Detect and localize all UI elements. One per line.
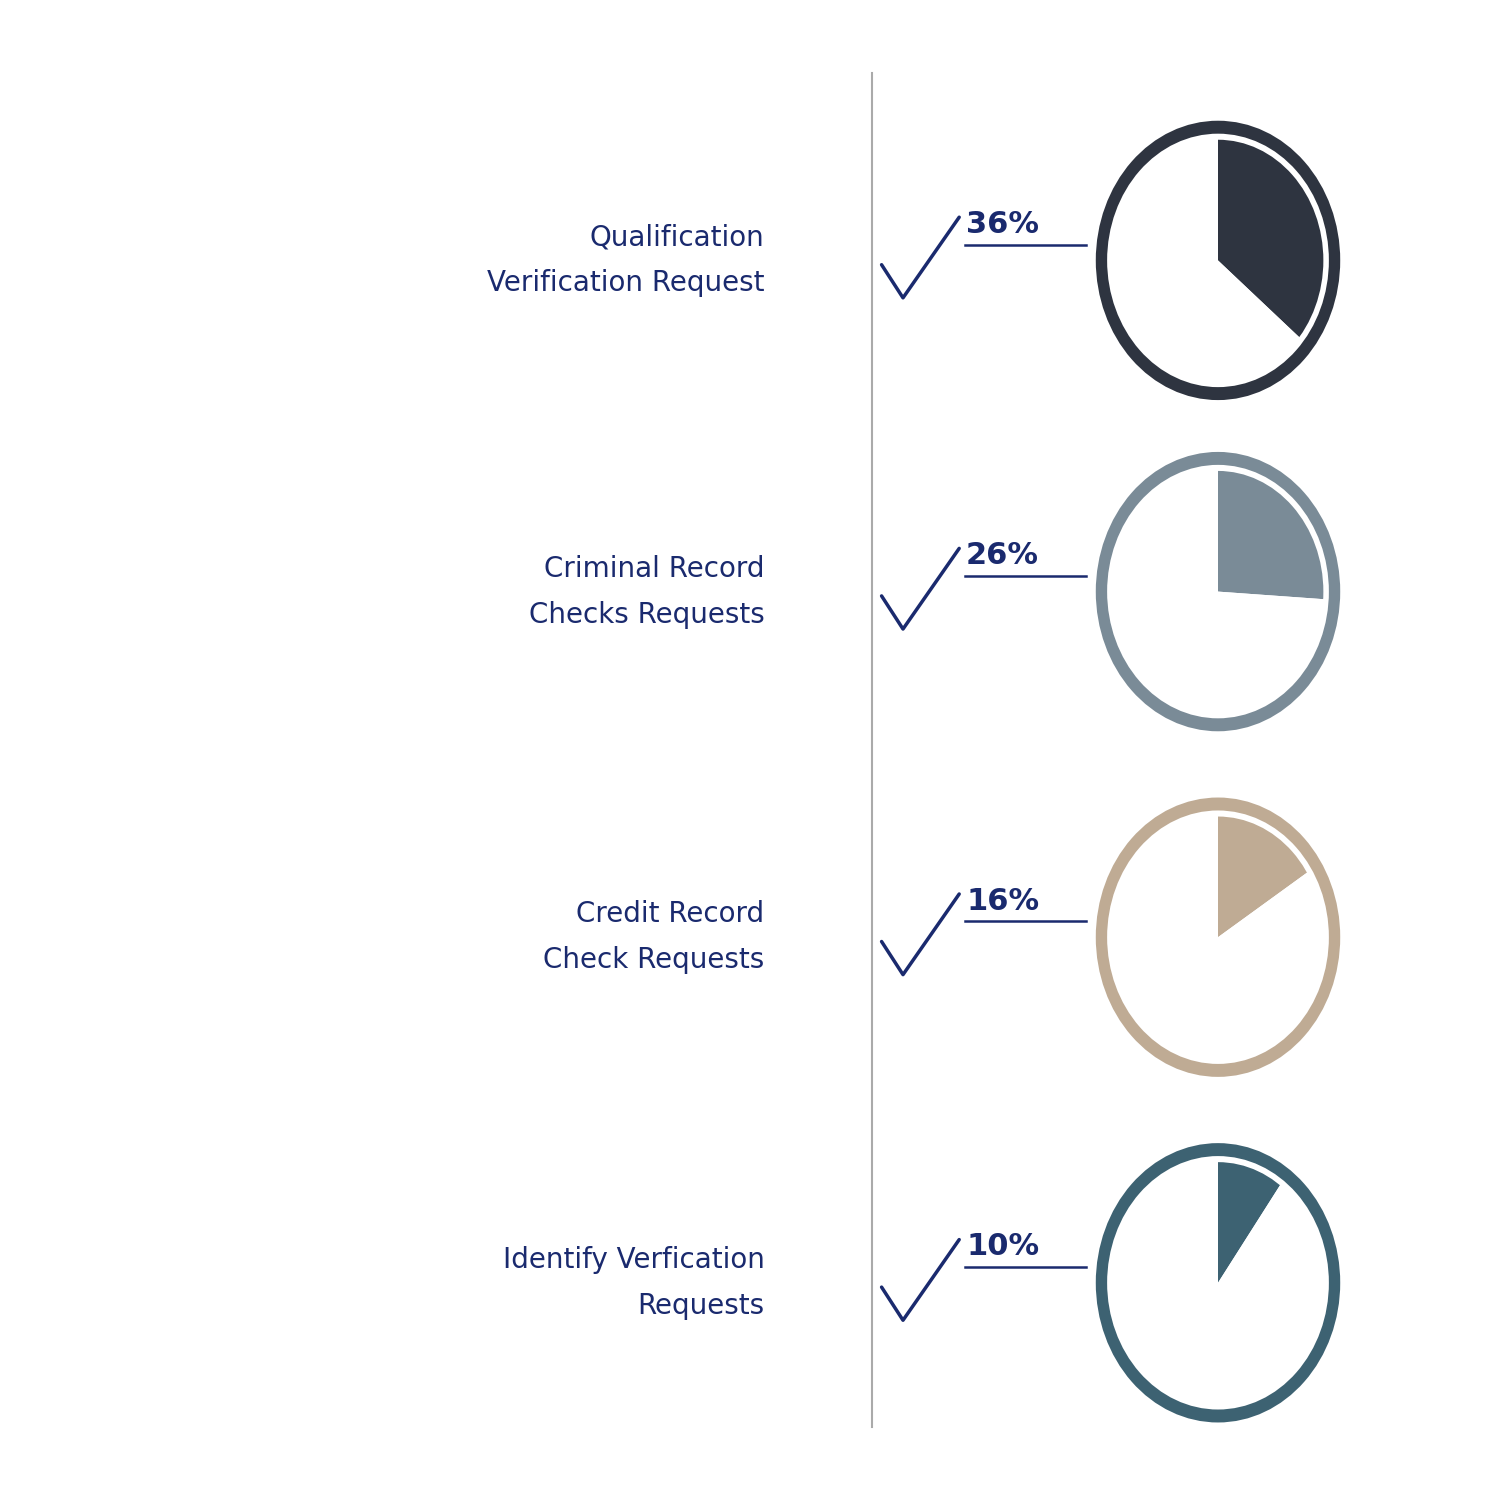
Circle shape <box>1107 1156 1329 1410</box>
Text: 26%: 26% <box>966 542 1040 570</box>
Text: 10%: 10% <box>966 1233 1040 1262</box>
Circle shape <box>1096 798 1340 1077</box>
Circle shape <box>1107 465 1329 718</box>
Circle shape <box>1096 120 1340 400</box>
Text: Identify Verfication: Identify Verfication <box>503 1246 765 1274</box>
Circle shape <box>1096 452 1340 732</box>
Text: Requests: Requests <box>638 1292 765 1320</box>
Text: Criminal Record: Criminal Record <box>544 555 765 582</box>
Wedge shape <box>1218 1161 1281 1282</box>
Circle shape <box>1107 810 1329 1064</box>
Text: Check Requests: Check Requests <box>543 946 765 974</box>
Wedge shape <box>1218 470 1324 600</box>
Text: Qualification: Qualification <box>590 224 765 252</box>
Text: 16%: 16% <box>966 886 1040 915</box>
Circle shape <box>1096 1143 1340 1422</box>
Wedge shape <box>1218 138 1324 339</box>
Text: Checks Requests: Checks Requests <box>528 600 765 628</box>
Circle shape <box>1107 134 1329 387</box>
Wedge shape <box>1218 815 1308 938</box>
Wedge shape <box>1112 138 1300 382</box>
Text: Verification Request: Verification Request <box>488 270 765 297</box>
Wedge shape <box>1112 815 1324 1059</box>
Wedge shape <box>1112 1161 1324 1406</box>
Text: 36%: 36% <box>966 210 1040 238</box>
Text: Credit Record: Credit Record <box>576 900 765 928</box>
Wedge shape <box>1112 470 1324 714</box>
